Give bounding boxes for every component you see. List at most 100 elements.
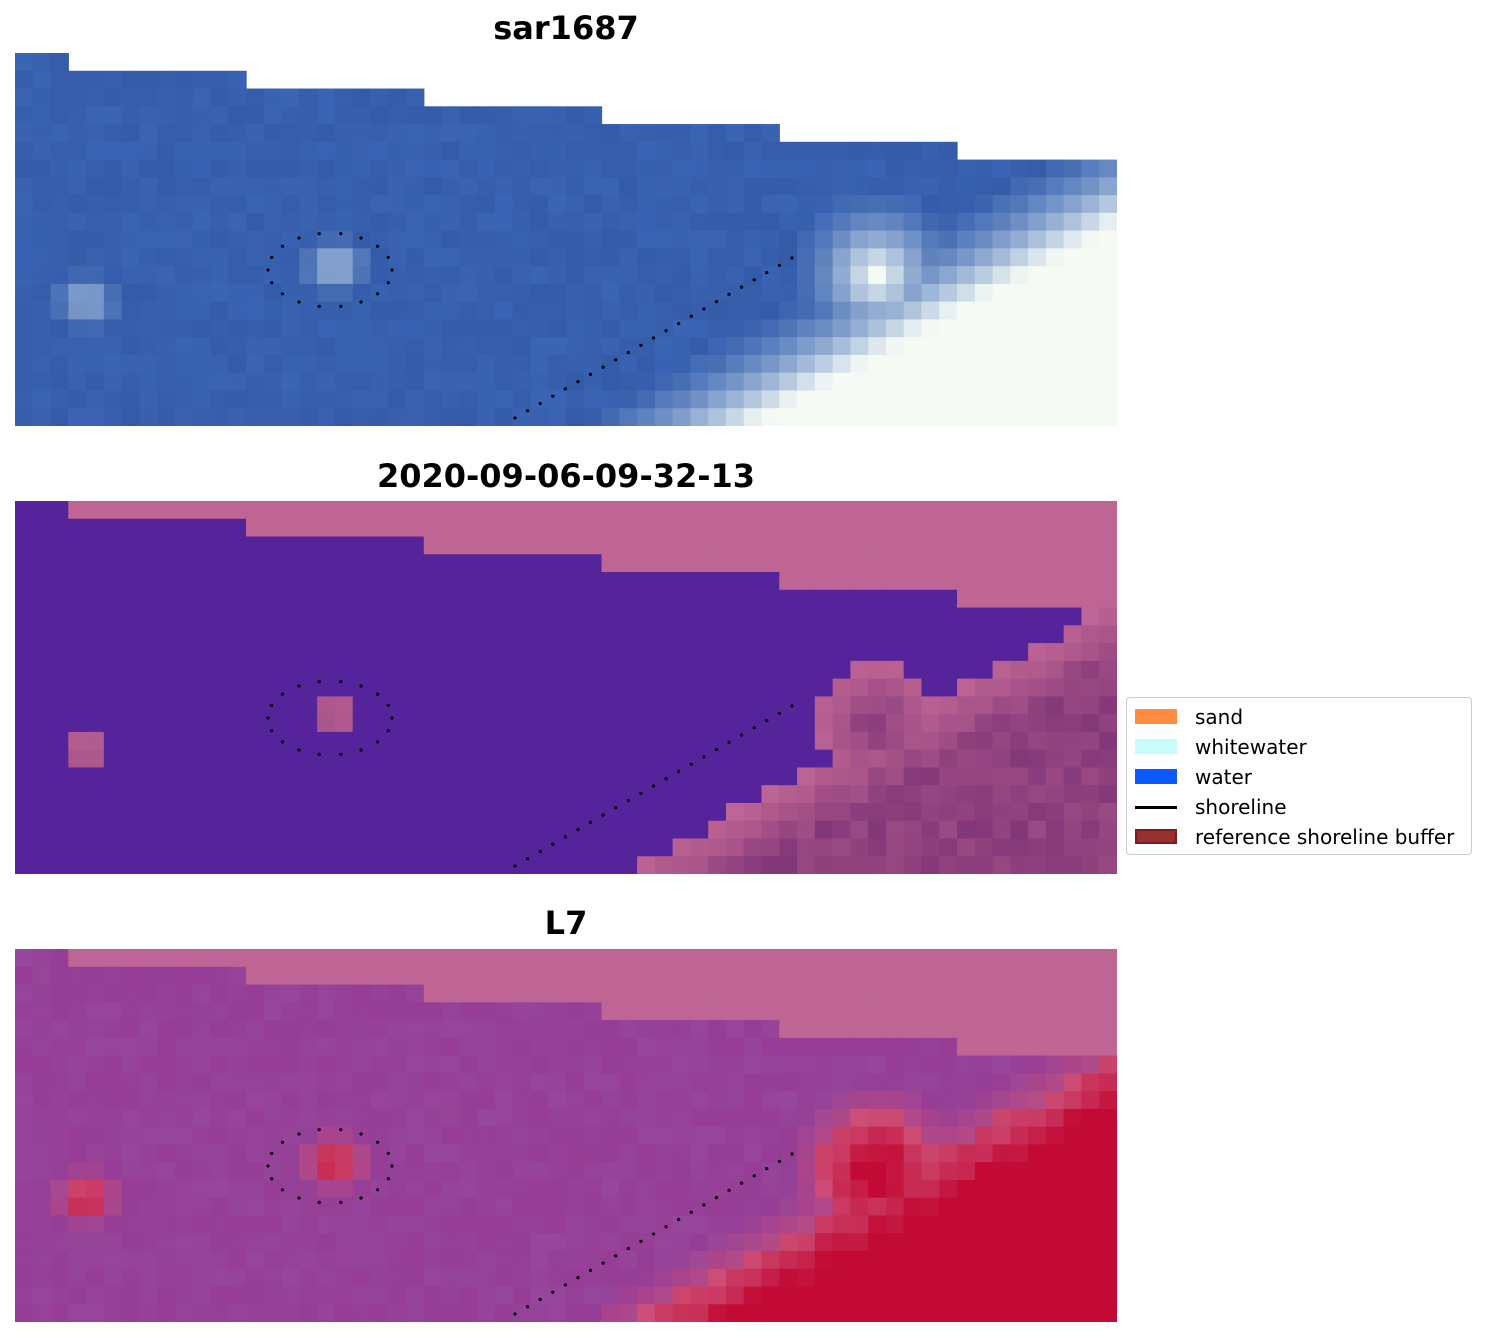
pixel-cell: [121, 248, 141, 267]
pixel-cell: [210, 212, 229, 232]
pixel-cell: [637, 1304, 656, 1322]
pixel-cell: [32, 1108, 52, 1128]
pixel-cell: [725, 678, 745, 697]
pixel-cell: [1045, 1268, 1065, 1288]
pixel-cell: [50, 301, 69, 321]
pixel-cell: [654, 749, 674, 769]
pixel-cell: [441, 966, 460, 986]
pixel-cell: [103, 838, 123, 857]
pixel-cell: [779, 1162, 798, 1181]
pixel-cell: [370, 390, 389, 409]
pixel-cell: [139, 731, 158, 751]
pixel-cell: [1010, 518, 1029, 538]
pixel-cell: [228, 177, 247, 196]
pixel-cell: [459, 106, 478, 125]
pixel-cell: [477, 124, 496, 143]
pixel-cell: [174, 554, 194, 573]
pixel-cell: [228, 1197, 247, 1217]
pixel-cell: [779, 625, 798, 644]
pixel-cell: [121, 1268, 141, 1288]
pixel-cell: [743, 625, 763, 644]
pixel-cell: [192, 124, 212, 143]
pixel-cell: [868, 518, 887, 538]
pixel-cell: [1063, 678, 1083, 697]
pixel-cell: [868, 319, 887, 338]
pixel-cell: [32, 159, 52, 178]
pixel-cell: [779, 607, 798, 626]
pixel-cell: [530, 536, 549, 555]
pixel-cell: [192, 1250, 212, 1270]
pixel-cell: [210, 572, 229, 591]
pixel-cell: [530, 1091, 549, 1110]
pixel-cell: [672, 1268, 692, 1288]
pixel-cell: [974, 749, 994, 769]
pixel-cell: [174, 518, 194, 538]
pixel-cell: [779, 1020, 798, 1039]
pixel-cell: [157, 106, 176, 125]
pixel-cell: [15, 319, 34, 338]
pixel-cell: [654, 195, 674, 214]
pixel-cell: [637, 212, 656, 232]
pixel-cell: [921, 749, 940, 769]
shoreline-point: [270, 729, 274, 733]
pixel-cell: [974, 966, 994, 986]
pixel-cell: [619, 1091, 638, 1110]
pixel-cell: [246, 1304, 265, 1322]
pixel-cell: [15, 749, 34, 769]
pixel-cell: [246, 177, 265, 196]
pixel-cell: [299, 301, 318, 321]
shoreline-point: [339, 1200, 343, 1204]
pixel-cell: [1063, 372, 1083, 392]
pixel-cell: [1045, 589, 1065, 609]
pixel-cell: [850, 501, 869, 520]
pixel-cell: [388, 408, 407, 426]
pixel-cell: [903, 1108, 923, 1128]
pixel-cell: [1063, 1250, 1083, 1270]
pixel-cell: [921, 319, 940, 338]
pixel-cell: [725, 749, 745, 769]
pixel-cell: [423, 802, 443, 822]
pixel-cell: [725, 1268, 745, 1288]
pixel-cell: [459, 696, 478, 715]
pixel-cell: [548, 1233, 567, 1252]
pixel-cell: [423, 1179, 443, 1199]
pixel-cell: [86, 625, 105, 644]
pixel-cell: [583, 1108, 603, 1128]
pixel-cell: [743, 696, 763, 715]
pixel-cell: [246, 1197, 265, 1217]
pixel-cell: [317, 731, 336, 751]
pixel-cell: [210, 660, 229, 680]
pixel-cell: [743, 1037, 763, 1057]
pixel-cell: [885, 820, 905, 840]
pixel-cell: [1081, 1020, 1100, 1039]
pixel-cell: [619, 1126, 638, 1145]
pixel-cell: [192, 106, 212, 125]
pixel-cell: [530, 643, 549, 662]
pixel-cell: [1081, 248, 1100, 267]
pixel-cell: [103, 337, 123, 356]
pixel-cell: [139, 319, 158, 338]
pixel-cell: [725, 1233, 745, 1252]
pixel-cell: [619, 838, 638, 857]
pixel-cell: [939, 696, 958, 715]
pixel-cell: [957, 785, 976, 804]
pixel-cell: [797, 1250, 816, 1270]
pixel-cell: [512, 390, 532, 409]
pixel-cell: [743, 1108, 763, 1128]
pixel-cell: [654, 1055, 674, 1074]
pixel-cell: [708, 949, 727, 968]
pixel-cell: [992, 660, 1011, 680]
pixel-cell: [708, 1037, 727, 1057]
pixel-cell: [654, 159, 674, 178]
pixel-cell: [974, 1144, 994, 1163]
pixel-cell: [370, 696, 389, 715]
pixel-cell: [228, 408, 247, 426]
pixel-cell: [725, 607, 745, 626]
pixel-cell: [548, 731, 567, 751]
pixel-cell: [1028, 212, 1047, 232]
pixel-cell: [939, 301, 958, 321]
pixel-cell: [370, 319, 389, 338]
pixel-cell: [583, 301, 603, 321]
pixel-cell: [921, 1055, 940, 1074]
pixel-cell: [637, 1179, 656, 1199]
